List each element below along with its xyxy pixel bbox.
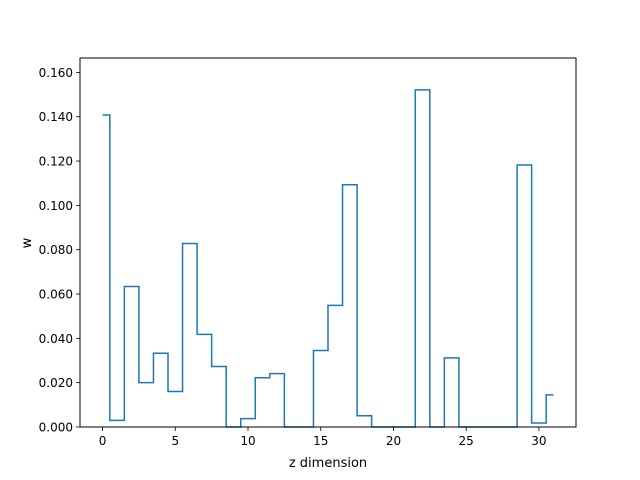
x-axis-ticks: 0 5 10 15 20 25 30 — [99, 427, 547, 448]
y-tick-label: 0.120 — [39, 155, 73, 169]
plot-frame — [79, 57, 577, 428]
y-tick-label: 0.100 — [39, 199, 73, 213]
y-tick-label: 0.020 — [39, 376, 73, 390]
y-axis-ticks: 0.000 0.020 0.040 0.060 0.080 0.100 0.120 0.140… — [39, 66, 80, 435]
y-axis-label: w — [20, 237, 35, 248]
y-tick-label: 0.000 — [39, 421, 73, 435]
x-tick-label: 0 — [99, 434, 107, 448]
x-tick-label: 25 — [459, 434, 474, 448]
x-tick-label: 10 — [240, 434, 255, 448]
y-tick-label: 0.140 — [39, 110, 73, 124]
plot-area — [80, 58, 576, 427]
y-tick-label: 0.060 — [39, 288, 73, 302]
x-axis-label: z dimension — [289, 456, 367, 471]
x-tick-label: 20 — [386, 434, 401, 448]
x-tick-label: 15 — [313, 434, 328, 448]
y-tick-label: 0.040 — [39, 332, 73, 346]
y-tick-label: 0.160 — [39, 66, 73, 80]
y-tick-label: 0.080 — [39, 243, 73, 257]
x-tick-label: 5 — [171, 434, 179, 448]
x-tick-label: 30 — [531, 434, 546, 448]
